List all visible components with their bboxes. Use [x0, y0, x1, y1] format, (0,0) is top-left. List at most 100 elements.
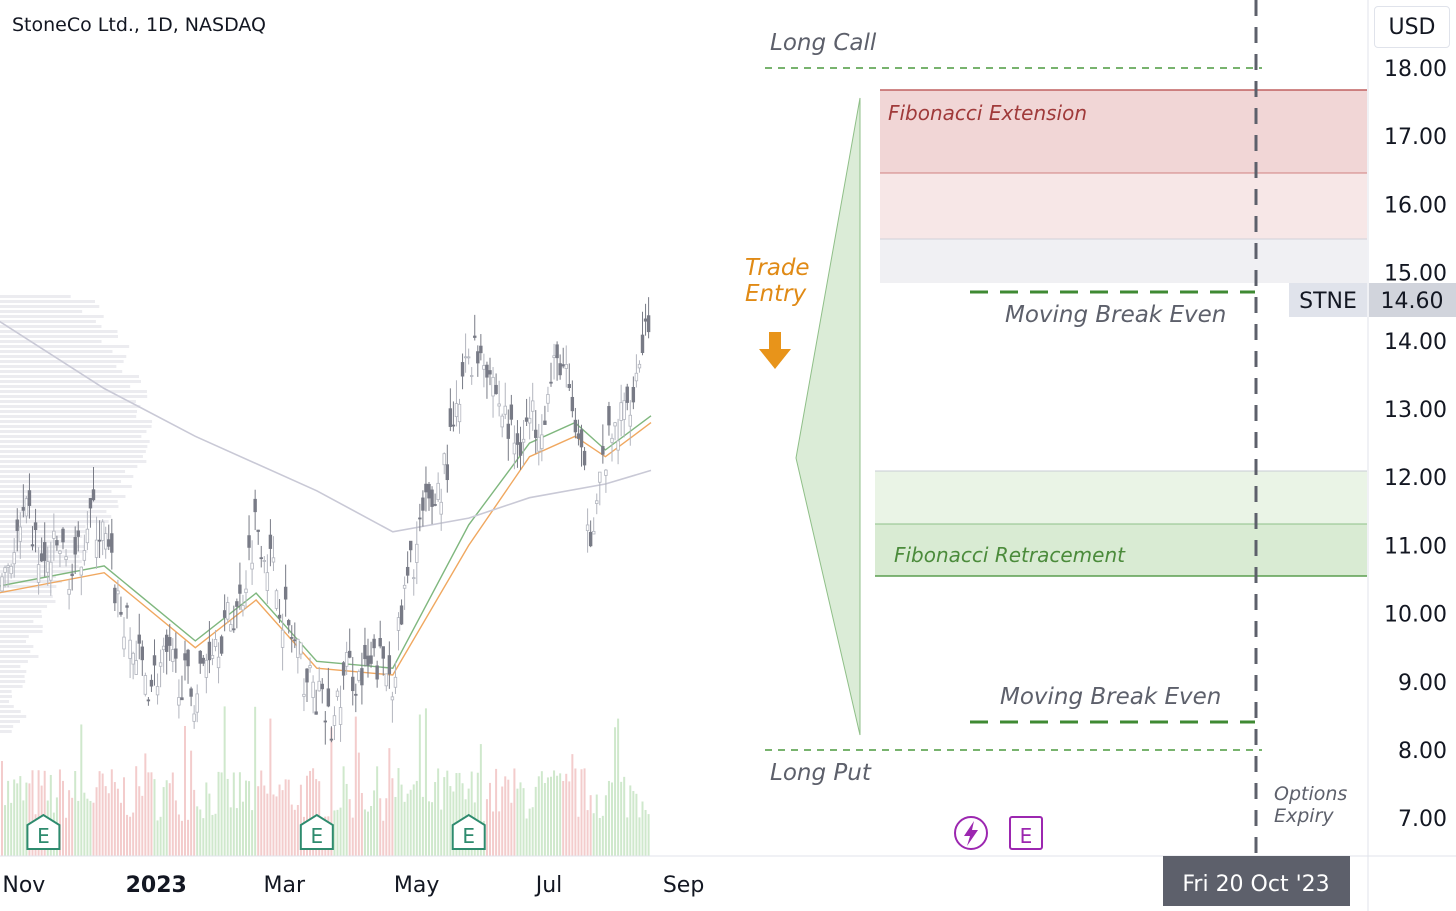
volume-bar	[159, 816, 162, 856]
volume-profile-row	[0, 675, 25, 678]
trade-entry-label-line1: Trade	[745, 255, 810, 281]
candle-body	[201, 657, 205, 664]
volume-bar	[495, 768, 498, 856]
volume-bar	[489, 782, 491, 856]
volume-bar	[403, 801, 406, 856]
volume-bar	[86, 798, 89, 856]
candle-body	[509, 404, 514, 420]
volume-bar	[525, 818, 528, 856]
price-badge-value: 14.60	[1381, 289, 1444, 314]
volume-bar	[391, 778, 394, 856]
earnings-marker[interactable]: E	[26, 813, 61, 850]
volume-profile-row	[0, 615, 42, 618]
volume-profile-row	[0, 405, 141, 408]
candle-body	[518, 442, 523, 456]
volume-bar	[580, 769, 583, 856]
candle-body	[457, 403, 462, 423]
candle-body	[381, 646, 385, 659]
y-tick-label: 12.00	[1384, 466, 1447, 491]
volume-profile-row	[0, 725, 14, 728]
volume-profile-row	[0, 325, 102, 328]
candle-body	[573, 419, 578, 433]
candle-body	[421, 497, 425, 511]
volume-bar	[156, 820, 159, 856]
candle-body	[277, 614, 282, 619]
candle-body	[427, 483, 431, 499]
candle-body	[110, 533, 114, 553]
volume-bar	[632, 791, 635, 856]
volume-bar	[620, 781, 623, 856]
volume-bar	[437, 768, 440, 856]
earnings-marker[interactable]: E	[1009, 816, 1043, 850]
projection-triangle[interactable]	[795, 97, 861, 736]
candle-body	[500, 415, 504, 428]
dividend-lightning-icon[interactable]	[954, 816, 988, 850]
volume-bar	[65, 817, 68, 856]
volume-bar	[537, 776, 540, 856]
volume-bar	[275, 796, 278, 856]
trade-entry-arrow-icon[interactable]	[759, 332, 791, 369]
y-axis[interactable]: 18.00 17.00 16.00 15.00 14.00 13.00 12.00 11.00…	[1384, 57, 1447, 832]
volume-profile-row	[0, 375, 139, 378]
volume-bar	[556, 775, 559, 856]
candle-body	[155, 686, 160, 696]
volume-bar	[190, 750, 193, 856]
candle-body	[241, 605, 245, 611]
volume-bar	[13, 779, 16, 856]
candle-body	[94, 539, 99, 558]
volume-bar	[284, 779, 287, 856]
candle-body	[314, 711, 318, 715]
candle-body	[256, 529, 260, 532]
expiry-date-badge-label: Fri 20 Oct '23	[1182, 872, 1329, 897]
candle-body	[100, 521, 105, 541]
volume-bar	[449, 786, 452, 856]
candle-body	[55, 540, 59, 546]
options-expiry-label-line1: Options	[1274, 783, 1347, 805]
volume-bar	[269, 718, 272, 856]
candle-body	[451, 424, 456, 427]
symbol-title[interactable]: StoneCo Ltd., 1D, NASDAQ	[12, 14, 266, 36]
volume-bar	[312, 768, 315, 856]
volume-bar	[132, 812, 135, 856]
currency-button[interactable]: USD	[1374, 6, 1450, 48]
candle-body	[503, 405, 507, 415]
fib-extension[interactable]: Fibonacci Extension	[880, 89, 1367, 283]
volume-bar	[71, 797, 74, 856]
expiry-date-badge[interactable]: Fri 20 Oct '23	[1163, 856, 1350, 906]
volume-profile-row	[0, 435, 142, 438]
candle-body	[97, 539, 102, 542]
volume-bar	[7, 780, 10, 856]
volume-bar	[162, 787, 165, 856]
y-tick-label: 15.00	[1384, 262, 1447, 287]
fib-retracement[interactable]: Fibonacci Retracement	[875, 470, 1367, 577]
x-axis[interactable]: Nov 2023 Mar May Jul Sep	[2, 873, 704, 898]
earnings-marker[interactable]: E	[451, 813, 486, 850]
candle-body	[408, 540, 413, 551]
volume-bar	[348, 799, 351, 856]
candle-body	[497, 403, 501, 407]
candle-body	[360, 668, 364, 686]
volume-bar	[571, 754, 574, 856]
volume-profile-row	[0, 320, 96, 323]
candle-body	[195, 693, 199, 713]
volume-bar	[534, 786, 537, 856]
candle-body	[524, 417, 529, 422]
price-badge[interactable]: STNE 14.60	[1289, 283, 1456, 317]
earnings-marker[interactable]: E	[299, 813, 334, 850]
candle-body	[543, 420, 547, 425]
x-tick-label: 2023	[126, 873, 187, 898]
volume-bar	[342, 766, 345, 856]
volume-bar	[345, 783, 348, 856]
volume-bar	[415, 780, 418, 856]
volume-bar	[187, 819, 190, 856]
volume-bar	[516, 788, 519, 856]
candle-body	[320, 683, 324, 690]
candle-body	[482, 365, 486, 370]
volume-profile-row	[0, 655, 39, 658]
candle-body	[363, 644, 367, 660]
candle-body	[378, 638, 382, 647]
candle-body	[15, 519, 19, 532]
candle-body	[192, 713, 196, 722]
candle-body	[305, 668, 309, 683]
